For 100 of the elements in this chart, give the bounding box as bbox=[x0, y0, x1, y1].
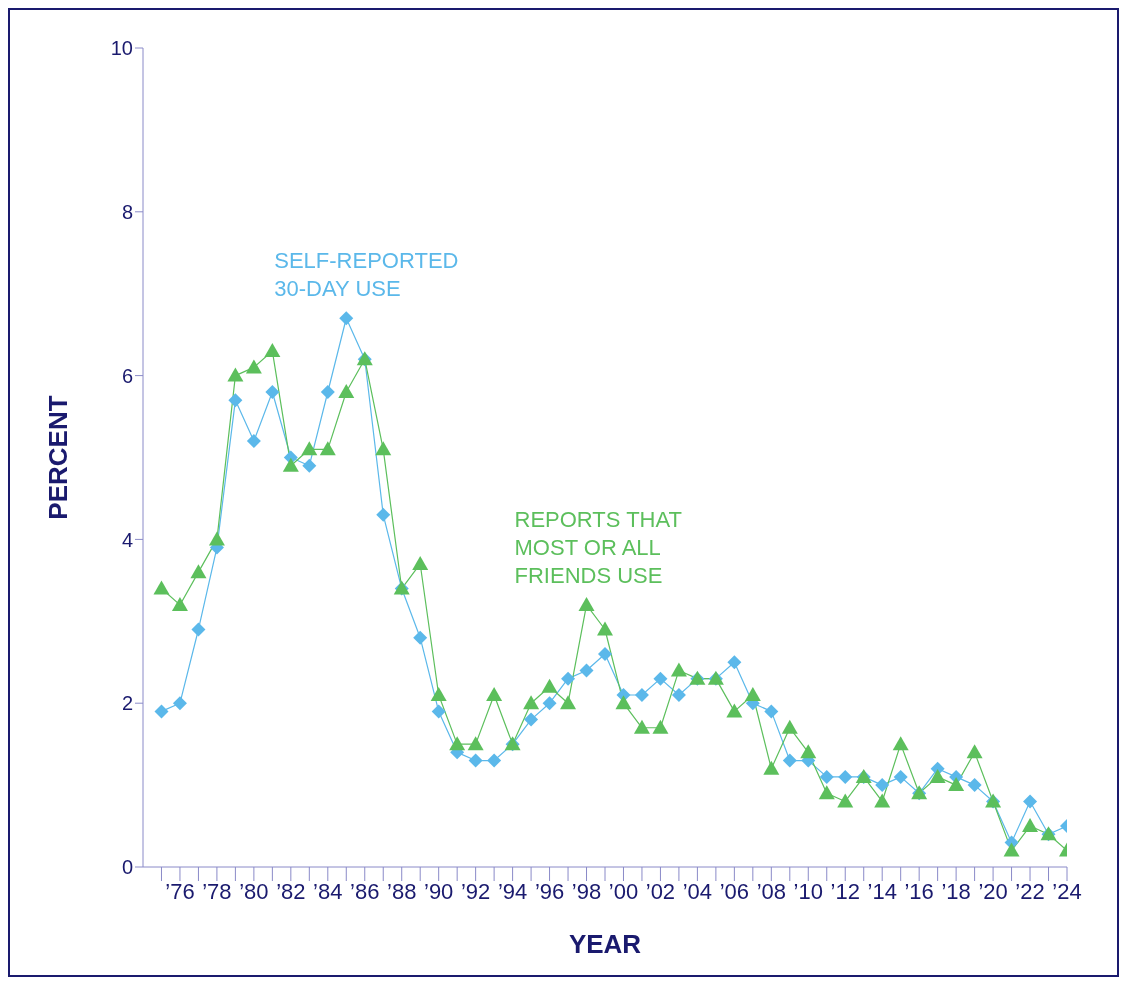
point bbox=[818, 785, 835, 800]
x-tick-label: ’20 bbox=[978, 878, 1008, 904]
point bbox=[375, 441, 392, 456]
point bbox=[819, 769, 834, 784]
x-tick-label: ’88 bbox=[387, 878, 417, 904]
point bbox=[837, 793, 854, 808]
x-tick-label: ’98 bbox=[571, 878, 602, 904]
point bbox=[171, 596, 188, 611]
point bbox=[893, 769, 908, 784]
x-tick-label: ’80 bbox=[239, 878, 269, 904]
x-tick-label: ’06 bbox=[719, 878, 750, 904]
x-tick-label: ’78 bbox=[202, 878, 232, 904]
y-tick-label: 8 bbox=[121, 200, 133, 223]
point bbox=[892, 736, 909, 751]
point bbox=[524, 712, 539, 727]
point bbox=[301, 441, 318, 456]
point bbox=[431, 704, 446, 719]
point bbox=[1022, 818, 1039, 833]
point bbox=[228, 393, 243, 408]
x-tick-label: ’14 bbox=[867, 878, 897, 904]
x-tick-label: ’96 bbox=[534, 878, 565, 904]
series-label: SELF-REPORTED 30-DAY USE bbox=[274, 248, 459, 302]
point bbox=[948, 777, 965, 792]
x-tick-label: ’08 bbox=[756, 878, 786, 904]
x-tick-label: ’04 bbox=[682, 878, 713, 904]
point bbox=[413, 630, 428, 645]
point bbox=[781, 719, 798, 734]
point bbox=[208, 531, 225, 546]
point bbox=[727, 655, 742, 670]
point bbox=[486, 687, 503, 702]
point bbox=[597, 621, 613, 636]
point bbox=[227, 367, 244, 382]
point bbox=[172, 696, 187, 711]
point bbox=[874, 793, 891, 808]
point bbox=[764, 704, 779, 719]
point bbox=[376, 507, 391, 522]
x-tick-label: ’12 bbox=[830, 878, 860, 904]
point bbox=[320, 384, 335, 399]
point bbox=[633, 719, 650, 734]
y-tick-label: 10 bbox=[110, 37, 133, 60]
point bbox=[726, 703, 743, 718]
point bbox=[190, 564, 207, 579]
x-tick-label: ’18 bbox=[941, 878, 971, 904]
text: REPORTS THAT MOST OR ALL FRIENDS USE bbox=[514, 506, 682, 588]
y-tick-label: 4 bbox=[121, 528, 133, 551]
x-tick-label: ’24 bbox=[1052, 878, 1082, 904]
point bbox=[468, 753, 483, 768]
point bbox=[467, 736, 484, 751]
point bbox=[338, 383, 355, 398]
point bbox=[430, 687, 447, 702]
x-tick-label: ’92 bbox=[460, 878, 491, 904]
point bbox=[449, 736, 466, 751]
point bbox=[523, 695, 540, 710]
point bbox=[245, 359, 262, 374]
point bbox=[246, 434, 261, 449]
point bbox=[319, 441, 336, 456]
x-tick-label: ’84 bbox=[313, 878, 343, 904]
x-tick-label: ’90 bbox=[424, 878, 454, 904]
x-tick-label: ’86 bbox=[350, 878, 380, 904]
x-tick-label: ’02 bbox=[645, 878, 676, 904]
point bbox=[302, 458, 317, 473]
y-tick-label: 0 bbox=[121, 856, 133, 879]
point bbox=[264, 343, 281, 358]
x-tick-label: ’00 bbox=[608, 878, 639, 904]
point bbox=[1003, 842, 1020, 857]
x-tick-label: ’10 bbox=[793, 878, 823, 904]
point bbox=[634, 688, 649, 703]
point bbox=[967, 778, 982, 793]
y-axis-title: PERCENT bbox=[43, 395, 74, 520]
point bbox=[1023, 794, 1038, 809]
point bbox=[763, 760, 780, 775]
point bbox=[838, 769, 853, 784]
point bbox=[339, 311, 354, 326]
point bbox=[671, 688, 686, 703]
point bbox=[487, 753, 502, 768]
point bbox=[541, 678, 558, 693]
y-tick-label: 6 bbox=[121, 364, 133, 387]
x-tick-label: ’94 bbox=[497, 878, 528, 904]
point bbox=[282, 457, 299, 472]
point bbox=[875, 778, 890, 793]
point bbox=[966, 744, 983, 759]
x-tick-label: ’76 bbox=[165, 878, 195, 904]
point bbox=[929, 768, 946, 783]
point bbox=[615, 695, 632, 710]
point bbox=[154, 704, 169, 719]
point bbox=[598, 647, 612, 662]
point bbox=[653, 671, 668, 686]
point bbox=[561, 671, 576, 686]
point bbox=[578, 596, 595, 611]
x-tick-label: ’22 bbox=[1015, 878, 1045, 904]
point bbox=[412, 555, 429, 570]
point bbox=[153, 580, 170, 595]
point bbox=[542, 696, 557, 711]
x-axis-title: YEAR bbox=[568, 929, 642, 959]
point bbox=[744, 687, 761, 702]
point bbox=[191, 622, 206, 637]
point bbox=[579, 663, 594, 678]
x-tick-label: ’82 bbox=[276, 878, 306, 904]
point bbox=[265, 384, 280, 399]
point bbox=[670, 662, 687, 677]
